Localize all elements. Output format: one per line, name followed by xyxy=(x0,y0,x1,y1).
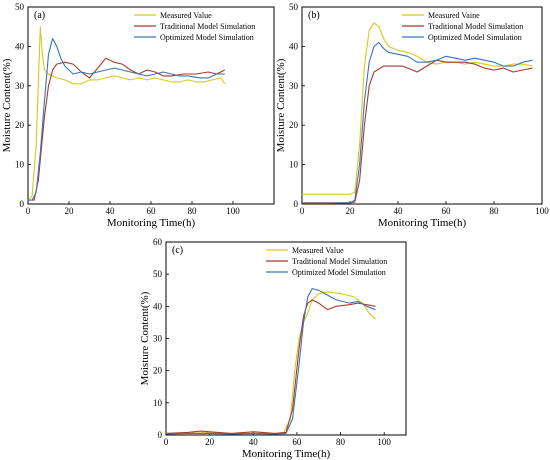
y-axis-label: Moisture Content(%) xyxy=(275,58,287,152)
legend-entry-1: Traditional Model Simulation xyxy=(160,22,255,31)
y-tick-label: 20 xyxy=(289,120,299,130)
legend-entry-1: Traditional Model Simulation xyxy=(292,257,387,266)
y-tick-label: 0 xyxy=(158,430,163,440)
series-line-2 xyxy=(302,41,533,204)
y-tick-label: 50 xyxy=(15,2,25,12)
y-tick-label: 40 xyxy=(289,41,299,51)
x-tick-label: 20 xyxy=(65,206,75,216)
legend-entry-1: Traditional Model Simulation xyxy=(428,22,523,31)
y-tick-label: 60 xyxy=(153,237,163,247)
legend-entry-2: Optimized Model Simulation xyxy=(160,33,254,42)
series-line-2 xyxy=(165,288,376,435)
y-tick-label: 10 xyxy=(289,160,299,170)
y-tick-label: 50 xyxy=(289,2,299,12)
y-axis-label: Moisture Content(%) xyxy=(1,58,13,152)
y-tick-label: 30 xyxy=(153,334,163,344)
x-tick-label: 40 xyxy=(106,206,116,216)
y-tick-label: 40 xyxy=(153,301,163,311)
x-tick-label: 40 xyxy=(394,206,404,216)
x-tick-label: 0 xyxy=(300,206,305,216)
series-line-0 xyxy=(27,26,226,201)
series-line-1 xyxy=(302,59,533,204)
plot-frame xyxy=(301,6,543,205)
x-tick-label: 40 xyxy=(249,437,259,447)
x-tick-label: 60 xyxy=(147,206,157,216)
panel-label: (c) xyxy=(172,245,183,256)
x-tick-label: 20 xyxy=(346,206,356,216)
y-tick-label: 30 xyxy=(289,81,299,91)
panel-label: (b) xyxy=(308,10,320,21)
legend-entry-0: Measured Value xyxy=(160,11,212,20)
legend-entry-2: Optimized Model Simulation xyxy=(428,33,522,42)
x-tick-label: 100 xyxy=(377,437,391,447)
y-tick-label: 20 xyxy=(15,120,25,130)
y-tick-label: 10 xyxy=(153,398,163,408)
y-tick-label: 0 xyxy=(20,199,25,209)
y-tick-label: 50 xyxy=(153,269,163,279)
x-tick-label: 0 xyxy=(26,206,31,216)
y-tick-label: 30 xyxy=(15,81,25,91)
x-tick-label: 80 xyxy=(490,206,500,216)
series-line-0 xyxy=(302,22,533,195)
x-axis-label: Monitoring Time(h) xyxy=(242,448,331,460)
series-line-1 xyxy=(165,299,376,434)
x-axis-label: Monitoring Time(h) xyxy=(107,217,196,229)
x-tick-label: 100 xyxy=(535,206,549,216)
legend-entry-0: Measured Vaine xyxy=(428,11,480,20)
y-tick-label: 10 xyxy=(15,160,25,170)
legend-entry-2: Optimized Model Simulation xyxy=(292,268,386,277)
x-tick-label: 80 xyxy=(336,437,346,447)
x-tick-label: 20 xyxy=(205,437,215,447)
panel-label: (a) xyxy=(34,10,45,21)
series-line-1 xyxy=(28,57,226,201)
x-tick-label: 80 xyxy=(188,206,198,216)
x-axis-label: Monitoring Time(h) xyxy=(378,217,467,229)
series-line-2 xyxy=(28,37,225,201)
y-axis-label: Moisture Content(%) xyxy=(139,291,151,385)
series-line-0 xyxy=(166,291,376,434)
x-tick-label: 60 xyxy=(442,206,452,216)
x-tick-label: 100 xyxy=(226,206,240,216)
y-tick-label: 0 xyxy=(294,199,299,209)
chart-panel-1: 0 20 40 60 80 100 0 10 20 30 40 50 Monitoring Time(h… xyxy=(275,2,549,229)
legend-entry-0: Measured Value xyxy=(292,246,344,255)
y-tick-label: 40 xyxy=(15,41,25,51)
x-tick-label: 0 xyxy=(164,437,169,447)
y-tick-label: 20 xyxy=(153,366,163,376)
chart-panel-0: 0 20 40 60 80 100 0 10 20 30 40 50 Monitoring Time(h… xyxy=(1,2,275,229)
x-tick-label: 60 xyxy=(292,437,302,447)
